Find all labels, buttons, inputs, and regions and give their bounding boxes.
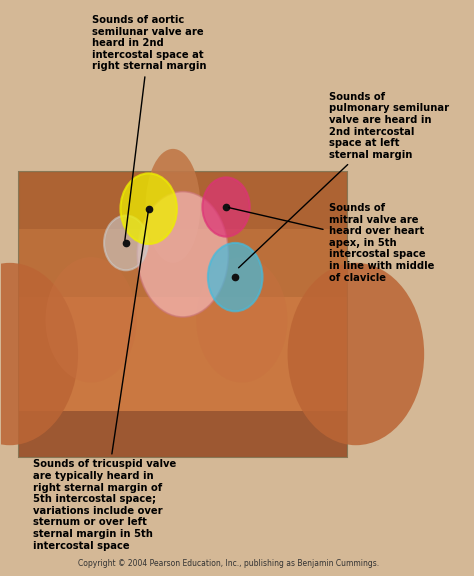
Ellipse shape (196, 257, 287, 382)
Circle shape (120, 173, 177, 244)
Ellipse shape (288, 263, 424, 445)
Text: Sounds of
pulmonary semilunar
valve are heard in
2nd intercostal
space at left
s: Sounds of pulmonary semilunar valve are … (238, 92, 449, 268)
Ellipse shape (146, 149, 201, 263)
Bar (19, 172, 347, 457)
Circle shape (202, 177, 250, 237)
Ellipse shape (0, 263, 78, 445)
Bar (19, 297, 347, 411)
Text: Copyright © 2004 Pearson Education, Inc., publishing as Benjamin Cummings.: Copyright © 2004 Pearson Education, Inc.… (78, 559, 379, 568)
Bar (19, 172, 347, 229)
Bar (19, 229, 347, 297)
Bar (19, 411, 347, 457)
Text: Sounds of tricuspid valve
are typically heard in
right sternal margin of
5th int: Sounds of tricuspid valve are typically … (33, 211, 176, 551)
Circle shape (104, 215, 148, 270)
Ellipse shape (137, 192, 228, 317)
Ellipse shape (46, 257, 137, 382)
Text: Sounds of
mitral valve are
heard over heart
apex, in 5th
intercostal space
in li: Sounds of mitral valve are heard over he… (229, 203, 434, 283)
Text: Sounds of aortic
semilunar valve are
heard in 2nd
intercostal space at
right ste: Sounds of aortic semilunar valve are hea… (92, 15, 206, 240)
Circle shape (208, 243, 263, 311)
